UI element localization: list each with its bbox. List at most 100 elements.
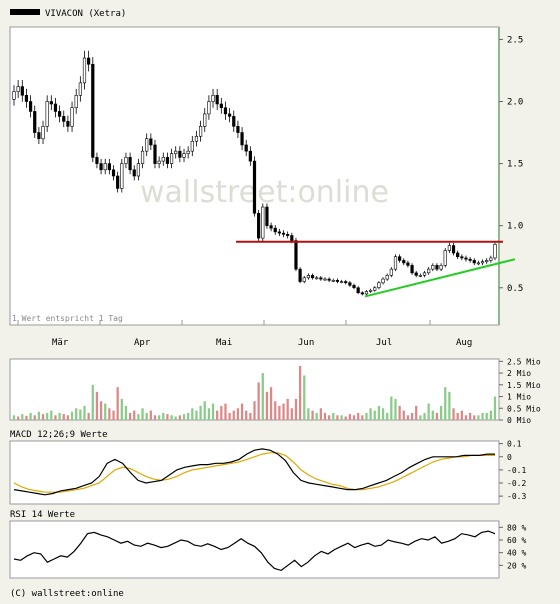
candle-body <box>339 281 344 283</box>
candle-body <box>381 278 385 284</box>
candle-body <box>174 150 178 154</box>
candle-body <box>406 262 410 266</box>
volume-bar <box>170 415 173 420</box>
candle-body <box>310 275 315 279</box>
volume-bar <box>104 403 107 420</box>
volume-bar <box>62 414 65 420</box>
volume-bar <box>46 412 49 420</box>
volume-bar <box>344 416 347 420</box>
candle-body <box>480 261 485 264</box>
volume-bar <box>33 415 36 420</box>
volume-tick-label: 1.5 Mio <box>507 381 541 390</box>
volume-bar <box>66 415 70 420</box>
volume-bar <box>274 401 277 420</box>
volume-bar <box>145 412 148 420</box>
volume-bar <box>41 414 45 420</box>
candlestick-series <box>12 50 497 296</box>
volume-bar <box>398 405 401 420</box>
volume-bar <box>423 412 426 420</box>
candle-body <box>257 212 261 239</box>
candle-body <box>41 126 45 140</box>
candle-body <box>252 160 257 214</box>
volume-bar <box>323 412 327 420</box>
volume-tick-label: 2 Mio <box>507 369 531 378</box>
candle-body <box>37 132 41 140</box>
volume-bar <box>427 403 430 420</box>
rsi-panel <box>9 520 500 579</box>
rsi-tick-label: 80 % <box>507 523 526 532</box>
volume-bar <box>12 415 16 420</box>
candle-body <box>24 94 29 102</box>
candle-body <box>16 86 20 92</box>
volume-bar <box>83 405 86 420</box>
candle-body <box>369 289 373 292</box>
candle-body <box>294 240 298 270</box>
volume-y-axis: 2.5 Mio 2 Mio 1.5 Mio 1 Mio 0.5 Mio 0 Mio <box>499 357 541 425</box>
volume-bar <box>120 398 123 420</box>
volume-bar <box>17 416 20 420</box>
volume-bar <box>377 405 381 420</box>
volume-bar <box>54 415 57 420</box>
volume-bar <box>195 410 198 420</box>
candle-body <box>186 150 190 154</box>
volume-bar <box>282 403 285 420</box>
candle-body <box>485 260 489 262</box>
volume-bar <box>452 408 455 420</box>
volume-bar <box>70 411 74 420</box>
candle-body <box>132 169 136 177</box>
volume-bar <box>365 412 368 420</box>
candle-body <box>302 277 306 282</box>
volume-bar <box>265 391 269 420</box>
candle-body <box>493 243 497 259</box>
rsi-line <box>13 530 496 572</box>
volume-bar <box>133 410 136 420</box>
candle-body <box>389 268 393 276</box>
volume-bar <box>468 412 472 420</box>
candle-body <box>149 138 153 146</box>
volume-bar <box>444 387 447 420</box>
candle-body <box>140 150 145 164</box>
rsi-tick-label: 20 % <box>507 561 526 570</box>
volume-bars <box>12 366 497 420</box>
volume-bar <box>315 412 318 420</box>
volume-bar <box>87 412 90 420</box>
candle-body <box>211 94 215 102</box>
volume-bar <box>58 412 61 420</box>
volume-bar <box>369 408 372 420</box>
volume-bar <box>278 405 281 420</box>
candle-body <box>82 57 87 84</box>
volume-bar <box>290 408 293 420</box>
candle-body <box>323 278 327 281</box>
price-tick-label: 1.0 <box>507 222 523 232</box>
support-trendline <box>364 258 516 298</box>
volume-bar <box>332 412 335 420</box>
volume-bar <box>431 410 434 420</box>
candle-body <box>223 107 228 115</box>
volume-bar <box>381 408 385 420</box>
legend: VIVACON (Xetra) <box>10 9 126 19</box>
candle-body <box>20 86 24 96</box>
volume-bar <box>224 403 227 420</box>
candle-body <box>261 206 265 239</box>
volume-bar <box>37 411 41 420</box>
month-label: Jul <box>376 338 392 348</box>
candle-body <box>393 256 398 270</box>
candle-body <box>451 245 456 254</box>
month-label: Mai <box>216 338 232 348</box>
volume-bar <box>253 401 256 420</box>
candle-body <box>62 116 66 122</box>
macd-title: MACD 12;26;9 Werte <box>10 430 108 440</box>
candle-body <box>248 150 252 162</box>
volume-bar <box>294 398 298 420</box>
volume-bar <box>207 408 211 420</box>
volume-bar <box>460 410 463 420</box>
volume-bar <box>216 410 219 420</box>
volume-bar <box>108 408 111 420</box>
candle-body <box>12 91 16 100</box>
volume-bar <box>261 373 264 420</box>
volume-bar <box>328 415 331 420</box>
candle-body <box>66 121 70 127</box>
macd-panel <box>9 440 500 505</box>
volume-bar <box>464 415 468 420</box>
candle-body <box>344 281 348 284</box>
